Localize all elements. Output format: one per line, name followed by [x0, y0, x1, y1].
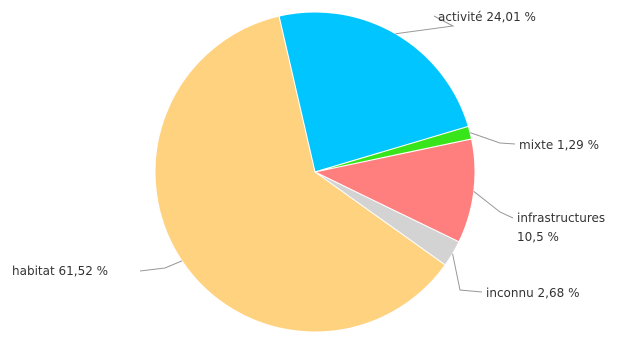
label-habitat-name: habitat — [12, 264, 55, 278]
label-habitat: habitat 61,52 % — [12, 264, 108, 278]
label-activite: activité 24,01 % — [438, 10, 536, 24]
pie-slice-habitat — [154, 15, 446, 333]
label-activite-name: activité — [438, 10, 483, 24]
leader-line-infrastructures — [473, 191, 514, 219]
label-inconnu-value: 2,68 % — [538, 286, 580, 300]
label-infrastructures: infrastructures 10,5 % — [517, 211, 609, 244]
label-inconnu: inconnu 2,68 % — [486, 286, 579, 300]
leader-lines — [139, 15, 516, 293]
pie-slices — [154, 11, 476, 333]
leader-line-inconnu — [452, 253, 483, 293]
pie-slice-activite — [278, 11, 469, 173]
leader-line-habitat — [139, 260, 183, 272]
label-mixte: mixte 1,29 % — [519, 138, 599, 152]
label-mixte-name: mixte — [519, 138, 553, 152]
pie-slice-infrastructures — [313, 138, 476, 243]
leader-line-activite — [395, 15, 455, 35]
label-mixte-value: 1,29 % — [557, 138, 599, 152]
label-infrastructures-name: infrastructures — [517, 211, 605, 225]
label-infrastructures-value: 10,5 % — [517, 230, 559, 244]
leader-line-mixte — [469, 132, 516, 145]
label-habitat-value: 61,52 % — [59, 264, 109, 278]
label-inconnu-name: inconnu — [486, 286, 534, 300]
label-activite-value: 24,01 % — [486, 10, 536, 24]
